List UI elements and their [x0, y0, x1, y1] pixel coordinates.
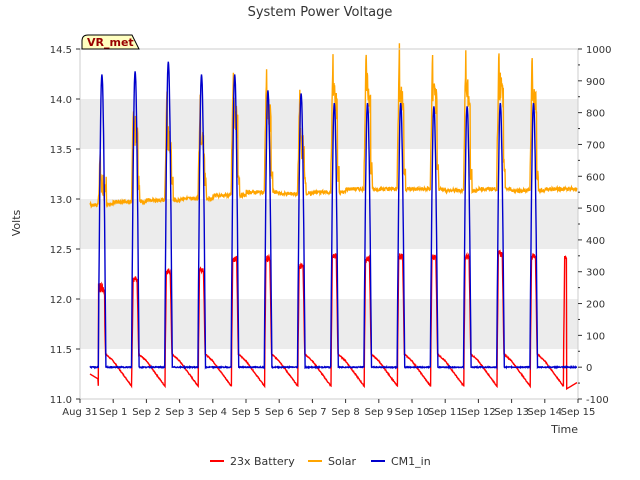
legend-label: 23x Battery [230, 455, 295, 468]
y2-tick-label: 900 [586, 77, 605, 88]
y2-tick-label: -100 [586, 395, 609, 406]
x-tick-label: Sep 5 [232, 407, 260, 418]
legend-label: Solar [328, 455, 357, 468]
y2-tick-label: 700 [586, 140, 605, 151]
x-tick-label: Sep 13 [494, 407, 529, 418]
x-tick-label: Sep 4 [199, 407, 227, 418]
x-tick-label: Sep 1 [99, 407, 127, 418]
y-tick-label: 13.0 [50, 195, 72, 206]
series-line-cm1-in [89, 61, 578, 371]
y2-tick-label: 800 [586, 109, 605, 120]
badge-text: VR_met [87, 36, 134, 49]
y2-tick-label: 500 [586, 204, 605, 215]
y-tick-label: 14.0 [50, 95, 72, 106]
legend-label: CM1_in [391, 455, 431, 468]
y2-tick-label: 0 [586, 363, 592, 374]
y-tick-label: 12.5 [50, 245, 72, 256]
x-tick-label: Sep 7 [298, 407, 326, 418]
x-tick-label: Sep 3 [165, 407, 193, 418]
y-tick-label: 11.5 [50, 345, 72, 356]
y-tick-label: 11.0 [50, 395, 72, 406]
x-tick-label: Sep 12 [461, 407, 496, 418]
y-tick-label: 12.0 [50, 295, 72, 306]
y2-tick-label: 200 [586, 300, 605, 311]
y2-tick-label: 1000 [586, 45, 611, 56]
series-line-solar [89, 43, 578, 209]
vr-met-badge: VR_met [81, 34, 140, 50]
x-tick-label: Sep 14 [527, 407, 562, 418]
y-tick-label: 14.5 [50, 45, 72, 56]
plot-band [80, 299, 578, 349]
y2-tick-label: 100 [586, 331, 605, 342]
x-tick-label: Sep 6 [265, 407, 293, 418]
chart-title: System Power Voltage [248, 5, 393, 20]
y-axis-label: Volts [10, 209, 23, 236]
y2-tick-label: 400 [586, 236, 605, 247]
legend: 23x Battery Solar CM1_in [210, 455, 431, 468]
x-axis-label: Time [550, 423, 578, 436]
y-tick-label: 13.5 [50, 145, 72, 156]
x-tick-label: Sep 9 [365, 407, 393, 418]
x-tick-label: Sep 2 [132, 407, 160, 418]
y2-tick-label: 600 [586, 172, 605, 183]
x-tick-label: Sep 15 [561, 407, 596, 418]
plot-lines [89, 43, 578, 391]
y2-tick-label: 300 [586, 268, 605, 279]
plot-band [80, 99, 578, 149]
x-tick-label: Aug 31 [62, 407, 97, 418]
axes: Aug 31 Sep 1 Sep 2 Sep 3 Sep 4 Sep 5 Sep 6 Sep … [50, 45, 612, 418]
plot-bands [80, 49, 578, 399]
x-tick-label: Sep 11 [428, 407, 463, 418]
plot-band [80, 199, 578, 249]
x-tick-label: Sep 8 [331, 407, 359, 418]
x-tick-label: Sep 10 [395, 407, 430, 418]
